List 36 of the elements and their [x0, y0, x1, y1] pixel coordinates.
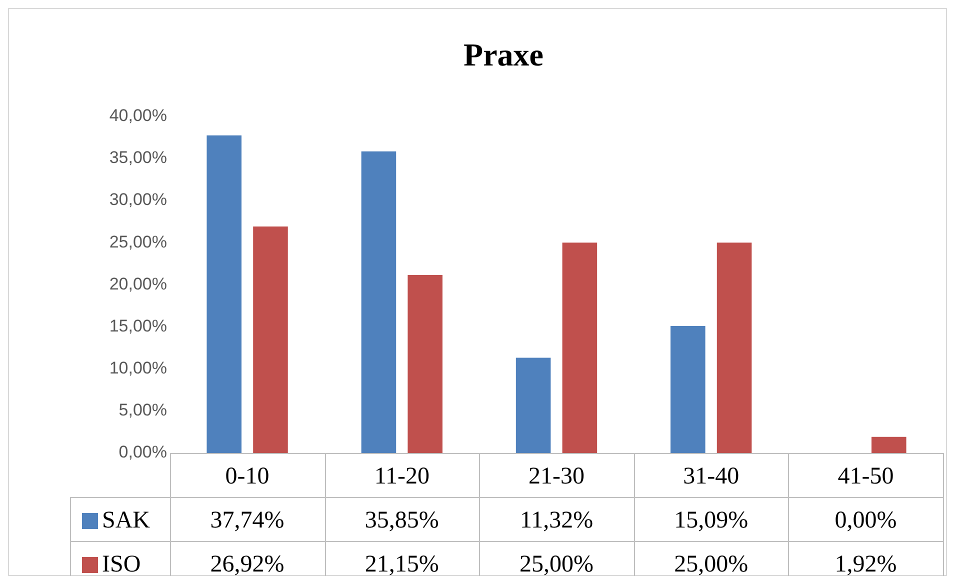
bar [872, 436, 906, 453]
x-tick-label: 11-20 [374, 463, 430, 490]
bar [253, 226, 288, 453]
data-label: 21,15% [364, 551, 439, 578]
y-tick-label: 20,00% [109, 274, 167, 294]
data-label: 25,00% [520, 551, 594, 578]
data-label: 25,00% [674, 551, 748, 578]
bar [408, 275, 442, 453]
x-tick-label: 31-40 [683, 463, 740, 490]
x-tick-label: 21-30 [528, 463, 584, 490]
data-label: 15,09% [674, 507, 748, 534]
y-tick-label: 30,00% [109, 190, 167, 210]
data-label: 0,00% [834, 507, 897, 534]
y-tick-label: 35,00% [109, 148, 167, 168]
data-label: 1,92% [834, 551, 897, 578]
y-tick-label: 0,00% [118, 442, 167, 462]
y-tick-label: 10,00% [109, 358, 167, 378]
legend-label: SAK [102, 507, 151, 534]
data-label: 11,32% [520, 507, 594, 534]
bar [716, 242, 752, 453]
chart-title: Praxe [464, 36, 544, 72]
bar [562, 242, 598, 453]
legend-label: ISO [102, 551, 141, 578]
y-tick-label: 15,00% [109, 316, 167, 336]
bar [516, 358, 551, 453]
y-tick-label: 5,00% [118, 400, 167, 420]
x-tick-label: 0-10 [225, 463, 270, 490]
data-label: 37,74% [210, 507, 284, 534]
data-label: 35,85% [364, 507, 439, 534]
bar [670, 326, 706, 453]
bar [206, 135, 242, 453]
data-label: 26,92% [210, 551, 284, 578]
y-tick-label: 40,00% [109, 106, 167, 126]
x-tick-label: 41-50 [838, 463, 894, 490]
y-tick-label: 25,00% [109, 232, 167, 252]
bar [361, 151, 396, 453]
